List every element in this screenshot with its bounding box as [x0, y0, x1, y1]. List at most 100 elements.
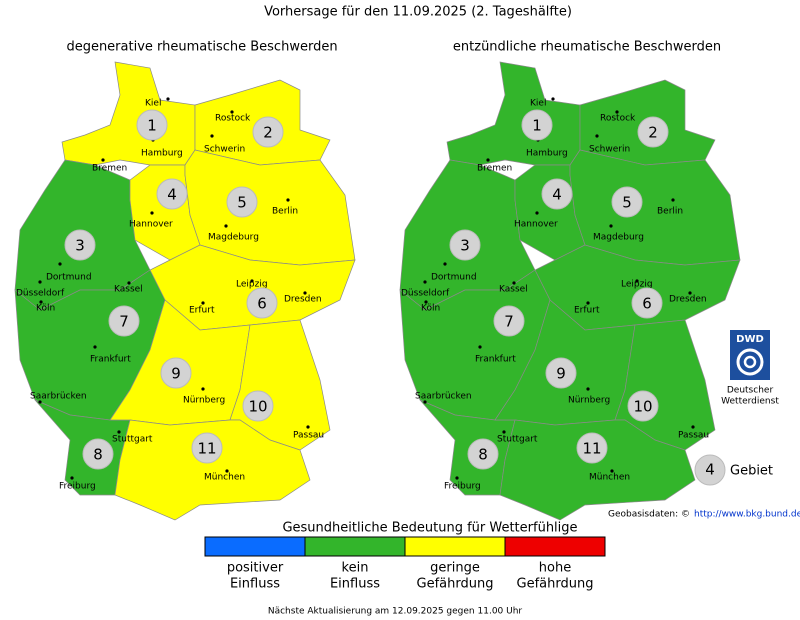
city-label: Köln — [421, 304, 440, 314]
city-label: Frankfurt — [90, 355, 131, 365]
legend-label: Einfluss — [230, 577, 280, 592]
city-dot — [691, 425, 695, 429]
city-dot — [101, 158, 105, 162]
city-dot — [58, 262, 62, 266]
legend-label: hohe — [539, 561, 571, 576]
city-label: Stuttgart — [112, 435, 153, 445]
city-label: Erfurt — [189, 306, 215, 316]
city-dot — [70, 476, 74, 480]
region-number: 4 — [552, 186, 562, 204]
city-label: Köln — [36, 304, 55, 314]
legend-label: Einfluss — [330, 577, 380, 592]
map: degenerative rheumatische Beschwerden Kie… — [14, 40, 356, 521]
city-dot — [455, 476, 459, 480]
region-marker — [191, 432, 223, 464]
city-dot — [671, 198, 675, 202]
key-circle — [694, 454, 726, 486]
city-dot — [306, 425, 310, 429]
city-label: Kassel — [499, 285, 528, 295]
legend-label: Gefährdung — [417, 577, 494, 592]
city-label: Erfurt — [574, 306, 600, 316]
region-marker — [637, 116, 669, 148]
city-dot — [250, 279, 254, 283]
city-label: Düsseldorf — [16, 289, 65, 299]
city-label: Kiel — [145, 99, 161, 109]
city-label: Hamburg — [141, 149, 183, 159]
key-label: Gebiet — [730, 464, 773, 479]
region-number: 5 — [622, 194, 632, 212]
city-label: Hamburg — [526, 149, 568, 159]
city-dot — [443, 262, 447, 266]
region-number: 1 — [532, 117, 542, 135]
city-label: Stuttgart — [497, 435, 538, 445]
city-dot — [595, 134, 599, 138]
city-dot — [150, 211, 154, 215]
city-label: Freiburg — [59, 482, 96, 492]
region-number: 9 — [171, 365, 181, 383]
region-marker — [82, 438, 114, 470]
region-number: 11 — [197, 440, 216, 458]
region — [446, 61, 581, 166]
city-dot — [127, 281, 131, 285]
city-dot — [166, 97, 170, 101]
city-dot — [93, 345, 97, 349]
region-marker — [631, 287, 663, 319]
city-label: Passau — [678, 431, 709, 441]
city-label: Düsseldorf — [401, 289, 450, 299]
city-dot — [38, 280, 42, 284]
legend-swatch — [504, 536, 606, 557]
region-marker — [467, 438, 499, 470]
region-marker — [545, 357, 577, 389]
city-label: Leipzig — [621, 280, 653, 290]
region-marker — [108, 305, 140, 337]
city-label: Schwerin — [204, 145, 245, 155]
city-dot — [423, 400, 427, 404]
city-label: Frankfurt — [475, 355, 516, 365]
city-label: Freiburg — [444, 482, 481, 492]
city-label: Berlin — [272, 207, 298, 217]
legend-label: kein — [342, 561, 369, 576]
maps: degenerative rheumatische Beschwerden Kie… — [14, 40, 741, 521]
region-number: 5 — [237, 194, 247, 212]
region-marker — [136, 109, 168, 141]
region-marker — [521, 109, 553, 141]
region-marker — [242, 390, 274, 422]
city-dot — [303, 291, 307, 295]
city-label: Dresden — [669, 295, 707, 305]
region-number: 7 — [119, 313, 129, 331]
region — [569, 149, 741, 266]
region-number: 3 — [75, 237, 85, 255]
city-dot — [39, 300, 43, 304]
city-label: Rostock — [215, 114, 251, 124]
legend-swatch — [404, 536, 506, 557]
logo-swirl — [743, 355, 757, 369]
city-label: Bremen — [92, 164, 127, 174]
map: entzündliche rheumatische Beschwerden Kie… — [399, 40, 741, 521]
city-dot — [424, 300, 428, 304]
region-marker — [64, 229, 96, 261]
city-dot — [201, 387, 205, 391]
city-dot — [38, 400, 42, 404]
city-dot — [286, 198, 290, 202]
region-marker — [449, 229, 481, 261]
legend-swatch — [204, 536, 306, 557]
city-dot — [478, 345, 482, 349]
city-label: Bremen — [477, 164, 512, 174]
legend-swatch — [304, 536, 406, 557]
city-dot — [230, 110, 234, 114]
city-label: Leipzig — [236, 280, 268, 290]
region-number: 3 — [460, 237, 470, 255]
logo-box — [730, 330, 770, 380]
region-number: 4 — [167, 186, 177, 204]
region-marker — [156, 178, 188, 210]
city-dot — [486, 158, 490, 162]
title: Vorhersage für den 11.09.2025 (2. Tagesh… — [264, 5, 572, 20]
source-link[interactable]: http://www.bkg.bund.de — [694, 510, 800, 520]
city-label: Kassel — [114, 285, 143, 295]
city-dot — [512, 281, 516, 285]
city-label: Nürnberg — [183, 396, 225, 406]
region-number: 8 — [93, 446, 103, 464]
city-label: Saarbrücken — [30, 392, 87, 402]
logo-swirl — [736, 348, 764, 376]
